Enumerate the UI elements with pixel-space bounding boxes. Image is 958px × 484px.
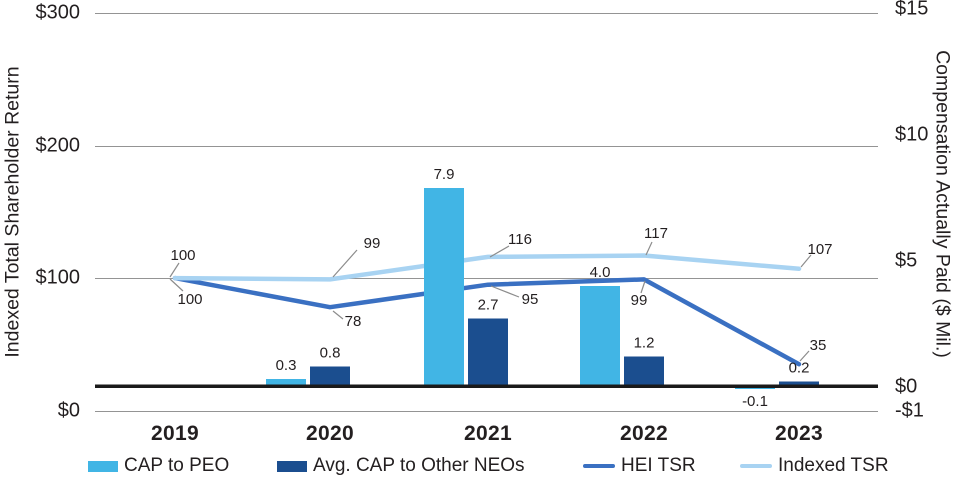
left-axis-tick: $100 xyxy=(35,266,81,289)
hei-tsr-line-swatch xyxy=(583,463,615,469)
x-axis-label-2019: 2019 xyxy=(151,422,199,445)
bar-value-label: 4.0 xyxy=(590,264,611,281)
line-value-label: 95 xyxy=(522,291,539,308)
line-value-label: 117 xyxy=(644,225,668,242)
indexed-tsr-line-swatch xyxy=(740,463,772,469)
bar-value-label: 0.3 xyxy=(276,357,297,374)
label-connector xyxy=(169,262,180,278)
label-connector xyxy=(640,280,646,294)
bar-value-label: 2.7 xyxy=(478,297,499,314)
legend-item-avg-cap-other-neos: Avg. CAP to Other NEOs xyxy=(277,455,525,477)
right-axis-tick: $0 xyxy=(895,375,918,397)
label-connector xyxy=(332,310,344,320)
line-value-label: 116 xyxy=(508,231,532,248)
label-connector xyxy=(490,285,520,298)
cap-to-peo-bar-2022 xyxy=(580,285,620,387)
left-axis-tick: $300 xyxy=(35,1,81,24)
avg-cap-to-other-neos-bar-2023 xyxy=(779,381,819,387)
x-axis-label-2022: 2022 xyxy=(620,422,668,445)
bar-value-label: 0.2 xyxy=(789,359,810,376)
indexed-tsr-line xyxy=(172,253,802,282)
x-axis-label-2023: 2023 xyxy=(775,422,823,445)
line-value-label: 78 xyxy=(345,313,362,330)
label-connector xyxy=(332,249,358,278)
bar-value-label: -0.1 xyxy=(742,393,768,410)
legend-item-hei-tsr: HEI TSR xyxy=(583,455,696,477)
avg-cap-swatch xyxy=(277,460,307,472)
label-connector xyxy=(645,241,653,256)
hei-tsr-line xyxy=(172,275,802,367)
left-axis-tick: $200 xyxy=(35,134,81,157)
legend-label: HEI TSR xyxy=(621,455,696,476)
line-value-label: 100 xyxy=(177,291,202,308)
right-axis-tick: $10 xyxy=(895,123,929,146)
legend-item-cap-to-peo: CAP to PEO xyxy=(88,455,229,477)
legend-label: CAP to PEO xyxy=(124,455,230,476)
cap-to-peo-bar-2020 xyxy=(266,379,306,387)
bar-value-label: 0.8 xyxy=(320,344,341,361)
avg-cap-to-other-neos-bar-2022 xyxy=(624,356,664,387)
right-axis-tick: $15 xyxy=(895,0,929,20)
label-connector xyxy=(799,350,810,362)
left-axis-tick: $0 xyxy=(57,399,80,422)
line-value-label: 107 xyxy=(807,241,832,258)
label-connector xyxy=(169,278,184,292)
legend-label: Indexed TSR xyxy=(778,455,889,476)
label-connector xyxy=(800,254,812,268)
cap-to-peo-bar-2021 xyxy=(424,187,464,387)
line-value-label: 100 xyxy=(170,247,195,264)
line-value-label: 99 xyxy=(364,235,381,252)
legend-item-indexed-tsr: Indexed TSR xyxy=(740,455,889,477)
bar-value-label: 1.2 xyxy=(634,334,655,351)
line-value-label: 35 xyxy=(810,337,827,354)
legend-label: Avg. CAP to Other NEOs xyxy=(313,455,525,476)
line-value-label: 99 xyxy=(631,292,648,309)
cap-to-peo-swatch xyxy=(88,460,118,472)
avg-cap-to-other-neos-bar-2021 xyxy=(468,318,508,387)
avg-cap-to-other-neos-bar-2020 xyxy=(310,366,350,387)
bar-zero-baseline xyxy=(95,384,878,389)
label-connector xyxy=(489,245,510,258)
bar-value-label: 7.9 xyxy=(434,166,455,183)
x-axis-label-2020: 2020 xyxy=(306,422,354,445)
right-axis-tick: -$1 xyxy=(895,399,924,422)
right-axis-tick: $5 xyxy=(895,249,918,272)
x-axis-label-2021: 2021 xyxy=(464,422,512,445)
